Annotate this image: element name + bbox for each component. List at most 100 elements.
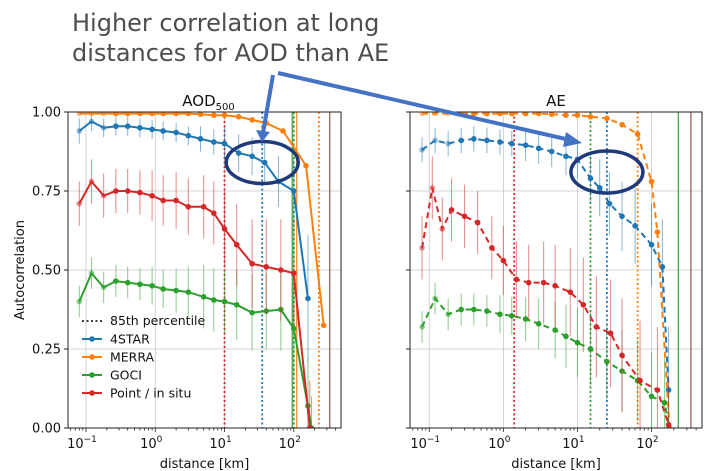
data-point (233, 301, 240, 308)
data-point (596, 185, 603, 191)
data-point (552, 283, 558, 289)
data-point (563, 333, 569, 340)
data-point (76, 128, 83, 134)
data-point (160, 286, 166, 292)
data-point (508, 140, 515, 147)
y-tick-label: 0.50 (32, 264, 61, 279)
legend-marker-goci (89, 372, 95, 378)
data-point (173, 197, 179, 204)
data-point (619, 213, 625, 220)
x-tick-label: 101 (562, 435, 584, 452)
highlight-ellipse (569, 149, 645, 195)
data-point (113, 188, 119, 194)
data-point (665, 422, 672, 428)
data-point (661, 399, 668, 406)
annotation-arrowhead-left (256, 130, 270, 142)
data-point (540, 279, 547, 286)
x-tick-label: 10−1 (410, 435, 440, 452)
x-tick-label: 101 (209, 435, 231, 452)
data-point (648, 241, 655, 248)
panel-title-subscript: 500 (216, 102, 235, 113)
data-point (249, 260, 255, 267)
data-point (587, 346, 594, 352)
data-point (474, 219, 481, 226)
data-point (160, 128, 166, 134)
data-point (458, 306, 464, 313)
plot-area (419, 112, 692, 428)
y-tick-label: 0.00 (32, 422, 61, 437)
data-point (160, 112, 166, 117)
data-point (88, 178, 95, 185)
data-point (619, 121, 625, 128)
plot-area (76, 112, 331, 428)
data-point (659, 264, 666, 270)
gridlines (68, 111, 341, 429)
data-point (484, 112, 490, 117)
data-point (149, 192, 155, 199)
data-point (173, 287, 179, 294)
data-point (548, 148, 555, 155)
data-point (124, 279, 131, 286)
data-point (197, 112, 204, 118)
data-point (137, 281, 143, 288)
annotation-arrow-right (277, 71, 571, 142)
data-point (197, 136, 204, 142)
data-point (604, 115, 610, 122)
y-axis-label: Autocorrelation (13, 220, 28, 320)
annotation-line-1: Higher correlation at long (72, 9, 380, 37)
data-point (432, 112, 438, 117)
data-point (606, 200, 613, 207)
data-point (185, 112, 192, 117)
data-point (124, 188, 131, 194)
data-point (432, 137, 438, 144)
data-point (173, 112, 179, 117)
data-point (137, 112, 143, 117)
annotation-overlay (256, 71, 582, 147)
data-point (548, 112, 555, 118)
x-tick-exponent: 2 (653, 435, 659, 445)
data-point (124, 123, 131, 130)
data-point (291, 270, 297, 276)
data-point (149, 283, 155, 289)
data-point (221, 226, 228, 232)
data-point (149, 112, 155, 117)
data-point (574, 339, 581, 346)
data-point (88, 112, 95, 117)
x-tick-exponent: 1 (226, 435, 232, 445)
legend-label-percentile: 85th percentile (110, 313, 206, 328)
series-line-4star (421, 137, 670, 391)
data-point (185, 204, 192, 210)
data-point (634, 131, 641, 137)
data-point (137, 125, 143, 131)
data-point (113, 278, 119, 284)
data-point (619, 352, 625, 359)
legend-marker-4star (89, 336, 95, 342)
data-point (200, 204, 207, 210)
annotation-arrow-left (261, 74, 275, 134)
data-point (497, 139, 503, 145)
x-tick-exponent: −1 (427, 435, 440, 445)
data-point (278, 267, 284, 273)
data-point (280, 128, 286, 134)
data-point (419, 112, 425, 117)
data-point (525, 279, 532, 286)
data-point (88, 270, 95, 276)
legend-label-4star: 4STAR (110, 332, 150, 347)
data-point (100, 192, 107, 199)
data-point (185, 132, 192, 139)
panel-title: AOD500 (182, 92, 234, 113)
x-tick-label: 100 (488, 435, 511, 452)
data-point (249, 153, 255, 160)
x-axis-label: distance [km] (160, 457, 250, 471)
series-goci (419, 282, 672, 428)
data-point (261, 159, 268, 166)
data-point (439, 226, 446, 232)
data-point (419, 147, 425, 153)
data-point (471, 136, 477, 142)
data-point (88, 118, 95, 125)
y-tick-label: 1.00 (32, 106, 61, 121)
data-point (305, 295, 311, 302)
data-point (221, 140, 228, 147)
x-tick-exponent: 0 (157, 435, 163, 445)
data-point (173, 129, 179, 136)
